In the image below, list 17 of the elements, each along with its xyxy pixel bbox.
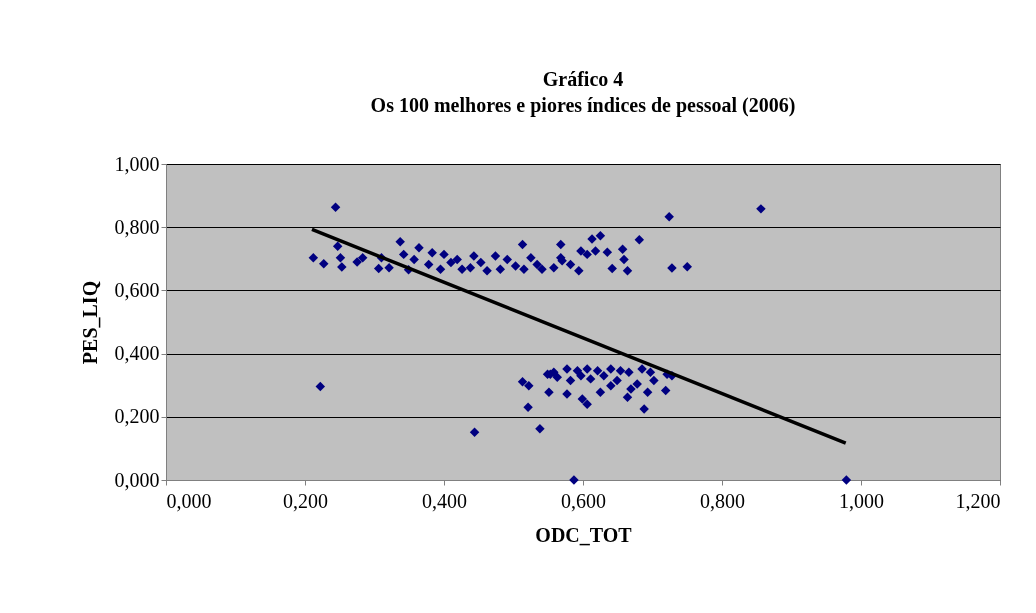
x-tick-label: 0,800 — [700, 489, 745, 512]
x-tick-label: 1,000 — [839, 489, 884, 512]
y-tick-label: 0,400 — [114, 342, 160, 365]
x-axis-title: ODC_TOT — [535, 523, 633, 546]
chart-title: Gráfico 4 — [542, 68, 624, 90]
y-axis-title: PES_LIQ — [78, 280, 101, 365]
y-tick-label: 0,200 — [114, 405, 160, 428]
x-tick-label: 1,200 — [955, 489, 1001, 512]
y-tick-label: 1,000 — [114, 152, 160, 175]
x-tick-label: 0,200 — [283, 489, 328, 512]
chart-subtitle: Os 100 melhores e piores índices de pessoal (2006) — [370, 94, 796, 117]
y-tick-label: 0,600 — [114, 278, 160, 301]
x-tick-label: 0,400 — [422, 489, 467, 512]
x-tick-label: 0,600 — [561, 489, 606, 512]
y-tick-label: 0,800 — [114, 215, 160, 238]
x-tick-label: 0,000 — [166, 489, 212, 512]
y-tick-label: 0,000 — [114, 468, 160, 491]
